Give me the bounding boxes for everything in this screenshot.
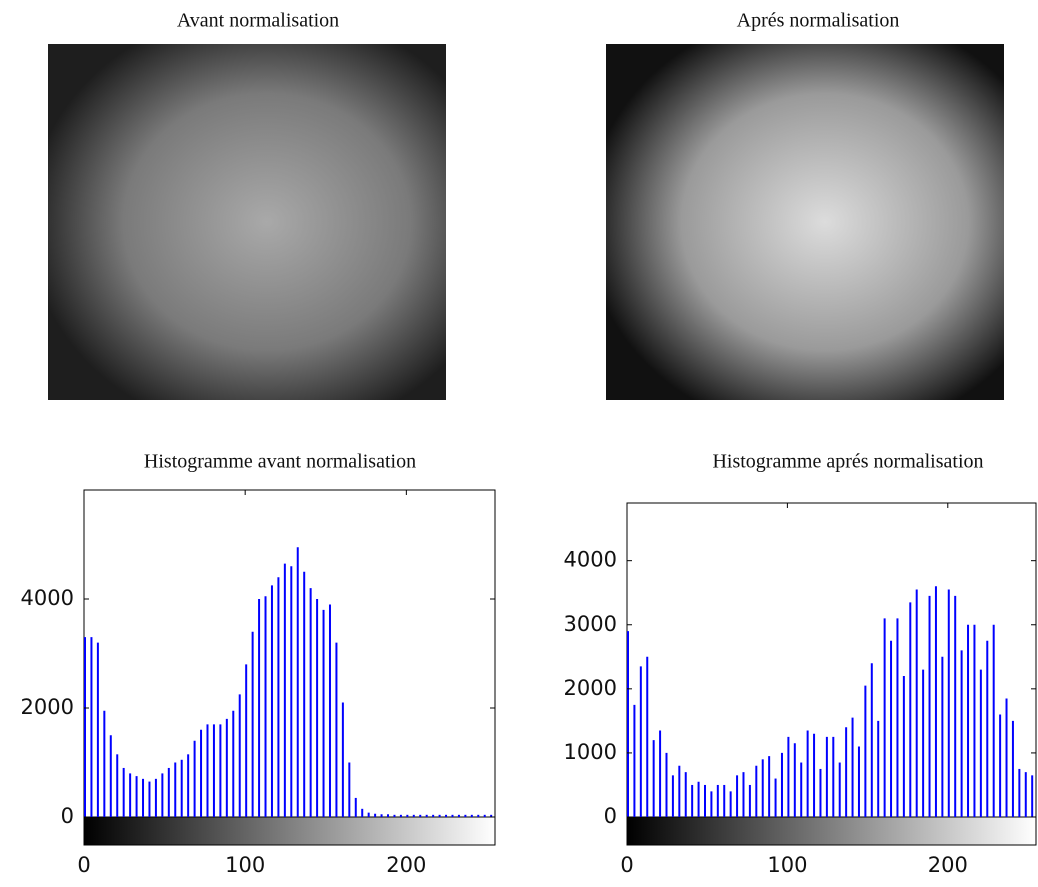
chart-title: Histogramme avant normalisation <box>144 451 416 473</box>
y-tick-label: 1000 <box>564 740 617 764</box>
image-title: Avant normalisation <box>177 10 339 32</box>
plot-box <box>84 490 495 817</box>
x-tick-label: 0 <box>77 853 90 877</box>
x-tick-label: 200 <box>928 853 968 877</box>
y-tick-label: 4000 <box>21 586 74 610</box>
chart-title: Histogramme aprés normalisation <box>712 451 983 473</box>
figure: Avant normalisation Aprés normalisation … <box>0 0 1038 882</box>
photo <box>48 44 446 400</box>
gray-bar <box>627 817 1036 845</box>
x-tick-label: 100 <box>767 853 807 877</box>
y-tick-label: 4000 <box>564 548 617 572</box>
y-tick-label: 2000 <box>21 695 74 719</box>
y-tick-label: 2000 <box>564 676 617 700</box>
y-tick-label: 3000 <box>564 612 617 636</box>
gray-bar <box>84 817 495 845</box>
x-tick-label: 0 <box>620 853 633 877</box>
image-title: Aprés normalisation <box>737 10 900 32</box>
y-tick-label: 0 <box>61 804 74 828</box>
photo <box>606 44 1004 400</box>
x-tick-label: 100 <box>225 853 265 877</box>
x-tick-label: 200 <box>386 853 426 877</box>
y-tick-label: 0 <box>604 804 617 828</box>
